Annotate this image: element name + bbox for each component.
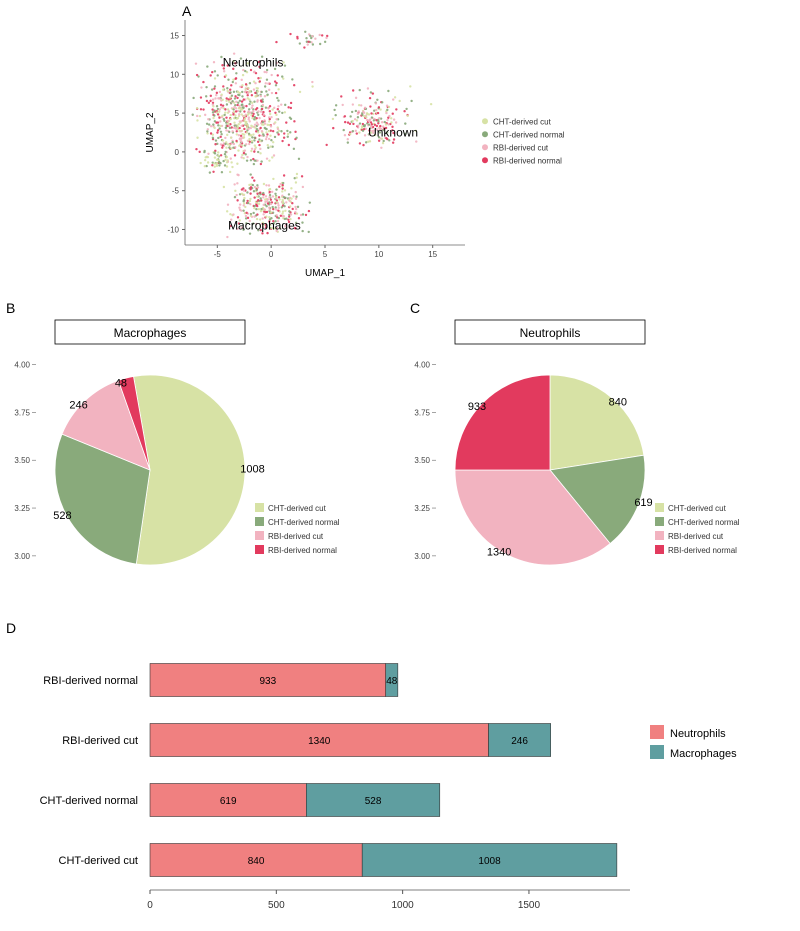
- svg-text:1500: 1500: [518, 900, 541, 911]
- svg-text:Macrophages: Macrophages: [670, 748, 737, 760]
- svg-text:CHT-derived normal: CHT-derived normal: [493, 130, 565, 139]
- svg-text:619: 619: [634, 497, 652, 509]
- figure: A -5051015-10-5051015UMAP_1UMAP_2Neutrop…: [0, 0, 800, 931]
- svg-text:3.00: 3.00: [14, 552, 30, 561]
- svg-text:RBI-derived cut: RBI-derived cut: [268, 532, 324, 541]
- svg-text:48: 48: [386, 676, 398, 687]
- svg-text:840: 840: [609, 396, 627, 408]
- panel-label-c: C: [410, 300, 420, 316]
- svg-text:Macrophages: Macrophages: [114, 326, 187, 340]
- svg-text:Unknown: Unknown: [368, 125, 418, 139]
- svg-text:CHT-derived normal: CHT-derived normal: [668, 518, 740, 527]
- svg-text:0: 0: [269, 250, 274, 259]
- svg-text:4.00: 4.00: [14, 361, 30, 370]
- svg-text:528: 528: [53, 510, 71, 522]
- svg-text:1008: 1008: [478, 856, 501, 867]
- svg-text:Macrophages: Macrophages: [228, 218, 301, 232]
- svg-text:246: 246: [69, 400, 87, 412]
- svg-text:RBI-derived normal: RBI-derived normal: [268, 546, 337, 555]
- svg-text:3.75: 3.75: [414, 408, 430, 417]
- stacked-bar: 0 500 1000 1500 RBI-derived normal 933 48 RBI-d…: [0, 640, 800, 930]
- svg-text:1340: 1340: [487, 547, 511, 559]
- svg-text:3.00: 3.00: [414, 552, 430, 561]
- svg-text:3.25: 3.25: [14, 504, 30, 513]
- svg-text:Neutrophils: Neutrophils: [670, 728, 726, 740]
- svg-text:619: 619: [220, 796, 237, 807]
- svg-text:10: 10: [374, 250, 383, 259]
- svg-text:CHT-derived cut: CHT-derived cut: [268, 504, 327, 513]
- svg-text:5: 5: [175, 109, 180, 118]
- svg-text:4.00: 4.00: [414, 361, 430, 370]
- svg-text:-10: -10: [167, 225, 179, 234]
- pie-macrophages: Macrophages 3.00 3.25 3.50 3.75 4.00 1008 528 24…: [0, 315, 390, 605]
- svg-text:Neutrophils: Neutrophils: [223, 56, 284, 70]
- svg-text:3.50: 3.50: [414, 456, 430, 465]
- svg-text:3.50: 3.50: [14, 456, 30, 465]
- svg-text:CHT-derived cut: CHT-derived cut: [59, 855, 138, 867]
- svg-text:15: 15: [170, 32, 179, 41]
- svg-text:UMAP_2: UMAP_2: [145, 112, 156, 152]
- svg-text:500: 500: [268, 900, 285, 911]
- svg-text:RBI-derived cut: RBI-derived cut: [668, 532, 724, 541]
- svg-text:3.25: 3.25: [414, 504, 430, 513]
- panel-label-d: D: [6, 620, 16, 636]
- svg-text:3.75: 3.75: [14, 408, 30, 417]
- svg-text:10: 10: [170, 70, 179, 79]
- svg-text:-5: -5: [214, 250, 222, 259]
- svg-text:UMAP_1: UMAP_1: [305, 268, 345, 279]
- svg-text:RBI-derived normal: RBI-derived normal: [668, 546, 737, 555]
- svg-text:15: 15: [428, 250, 437, 259]
- svg-text:RBI-derived cut: RBI-derived cut: [62, 735, 138, 747]
- svg-text:1000: 1000: [392, 900, 415, 911]
- svg-text:CHT-derived cut: CHT-derived cut: [668, 504, 727, 513]
- svg-text:CHT-derived normal: CHT-derived normal: [268, 518, 340, 527]
- svg-text:933: 933: [260, 676, 277, 687]
- svg-text:246: 246: [511, 736, 528, 747]
- pie-neutrophils: Neutrophils 3.00 3.25 3.50 3.75 4.00 840 619 134…: [400, 315, 795, 605]
- svg-text:CHT-derived normal: CHT-derived normal: [40, 795, 138, 807]
- svg-text:0: 0: [175, 148, 180, 157]
- svg-text:528: 528: [365, 796, 382, 807]
- svg-text:Neutrophils: Neutrophils: [520, 326, 581, 340]
- svg-text:RBI-derived cut: RBI-derived cut: [493, 143, 549, 152]
- svg-text:48: 48: [115, 378, 127, 390]
- svg-text:840: 840: [248, 856, 265, 867]
- svg-text:0: 0: [147, 900, 153, 911]
- svg-text:CHT-derived cut: CHT-derived cut: [493, 117, 552, 126]
- panel-label-b: B: [6, 300, 15, 316]
- svg-text:1008: 1008: [240, 464, 264, 476]
- umap-scatter: -5 0 5 10 15 -10 -5 0 5 10 15 UMAP_1 UMAP_2 Neutrophi…: [130, 10, 620, 280]
- svg-text:-5: -5: [172, 187, 180, 196]
- svg-text:1340: 1340: [308, 736, 331, 747]
- svg-text:RBI-derived normal: RBI-derived normal: [43, 675, 138, 687]
- svg-text:RBI-derived normal: RBI-derived normal: [493, 156, 562, 165]
- svg-text:933: 933: [468, 401, 486, 413]
- svg-text:5: 5: [323, 250, 328, 259]
